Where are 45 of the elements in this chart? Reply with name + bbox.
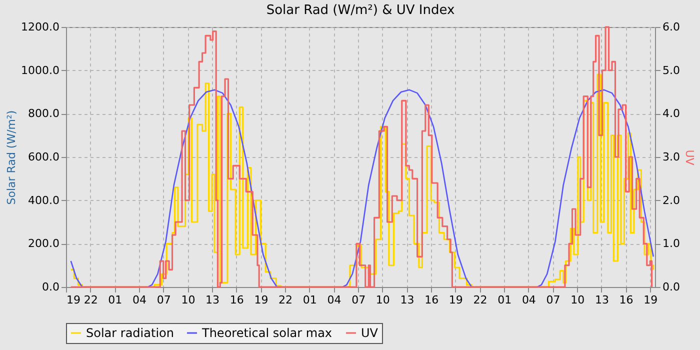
x-tick-label: 01 — [302, 294, 317, 306]
x-tick-label: 10 — [376, 294, 390, 306]
chart-title: Solar Rad (W/m²) & UV Index — [266, 3, 455, 18]
x-tick-label: 04 — [327, 294, 342, 306]
x-tick-label: 10 — [570, 294, 585, 306]
x-tick-label: 16 — [424, 294, 439, 306]
x-tick-label: 07 — [546, 294, 560, 306]
y2-tick-label: 3.0 — [662, 150, 680, 164]
x-tick-label: 13 — [400, 294, 414, 306]
y-tick-label: 400.0 — [28, 194, 60, 207]
y-tick-label: 1000.0 — [21, 64, 60, 77]
y-tick-label: 800.0 — [28, 107, 60, 120]
x-tick-label: 07 — [156, 294, 171, 306]
x-tick-label: 22 — [473, 294, 488, 306]
y-tick-label: 600.0 — [28, 150, 60, 164]
y2-tick-label: 2.0 — [662, 194, 680, 207]
y2-tick-label: 1.0 — [662, 237, 680, 250]
x-tick-label: 01 — [498, 294, 512, 306]
y-tick-label: 0.0 — [42, 280, 60, 294]
x-tick-label: 04 — [522, 294, 536, 306]
x-tick-label: 13 — [206, 294, 220, 306]
y2-tick-label: 0.0 — [662, 280, 680, 294]
x-tick-label: 22 — [84, 294, 98, 306]
y-axis-title: Solar Rad (W/m²) — [5, 110, 18, 205]
x-tick-label: 16 — [230, 294, 244, 306]
legend-label: UV — [361, 326, 379, 340]
x-tick-label: 19 — [66, 294, 80, 306]
y2-axis-title: UV — [682, 150, 696, 166]
x-tick-label: 19 — [448, 294, 463, 306]
x-tick-label: 04 — [132, 294, 147, 306]
x-tick-label: 01 — [108, 294, 122, 306]
legend-label: Solar radiation — [86, 326, 174, 340]
x-tick-label: 13 — [594, 294, 609, 306]
y2-tick-label: 4.0 — [662, 107, 680, 120]
x-tick-label: 22 — [278, 294, 293, 306]
y-tick-label: 1200.0 — [21, 20, 60, 34]
legend-label: Theoretical solar max — [201, 326, 332, 340]
y-tick-label: 200.0 — [28, 237, 60, 250]
x-tick-label: 10 — [181, 294, 196, 306]
x-tick-label: 19 — [254, 294, 268, 306]
x-tick-label: 07 — [352, 294, 366, 306]
x-tick-label: 19 — [644, 294, 658, 306]
y2-tick-label: 6.0 — [662, 20, 680, 34]
y2-tick-label: 5.0 — [662, 64, 680, 77]
x-tick-label: 16 — [619, 294, 634, 306]
